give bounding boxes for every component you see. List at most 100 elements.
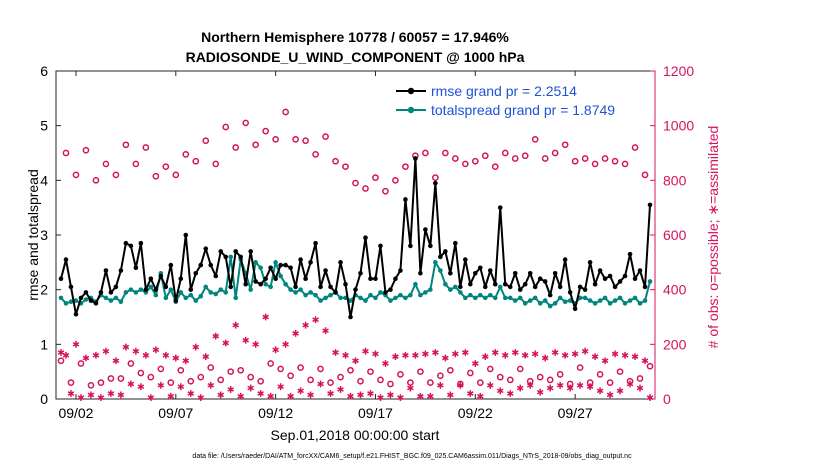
rmse-point [413,156,418,161]
assimilated-marker [611,350,619,358]
assimilated-marker [332,349,339,356]
rmse-point [642,284,648,290]
rmse-point [577,284,583,290]
rmse-point [228,284,234,290]
assimilated-marker [77,394,85,402]
possible-marker [501,149,509,157]
rmse-point [592,281,598,287]
rmse-point [517,287,523,292]
spread-point [418,292,423,298]
rmse-point [587,260,593,265]
y-right-tick-label: 0 [663,391,671,407]
assimilated-marker [536,388,544,396]
rmse-point [567,290,573,295]
spread-point [308,290,313,295]
assimilated-marker [641,357,649,365]
rmse-point [617,279,623,284]
possible-marker [551,149,559,157]
assimilated-marker [541,354,549,362]
spread-point [428,287,433,292]
possible-marker [506,376,514,384]
possible-marker [292,135,299,143]
assimilated-marker [646,394,654,402]
rmse-point [113,284,119,290]
assimilated-marker [302,321,309,329]
spread-point [512,298,518,303]
rmse-point [308,260,313,265]
assimilated-marker [57,349,65,356]
assimilated-marker [142,351,150,359]
rmse-point [123,240,129,246]
possible-marker [72,171,80,179]
spread-point [413,281,418,287]
possible-marker [237,366,245,374]
assimilated-marker [476,392,484,400]
rmse-point [93,301,99,306]
assimilated-marker [212,332,220,340]
spread-point [273,260,278,265]
possible-marker [631,144,639,151]
assimilated-marker [551,349,559,356]
assimilated-marker [417,392,424,400]
spread-point [373,295,378,301]
possible-marker [561,141,569,149]
possible-marker [132,160,140,168]
rmse-point [547,292,553,298]
possible-marker [476,379,484,386]
y-left-tick-label: 3 [40,227,48,243]
possible-marker [392,176,399,184]
spread-point [617,295,623,301]
rmse-point [303,276,308,282]
rmse-point [582,287,588,292]
assimilated-marker [367,390,374,397]
spread-point [507,295,513,301]
assimilated-marker [177,383,185,391]
possible-marker [87,381,95,389]
rmse-point [343,281,348,287]
rmse-point [383,290,388,295]
possible-marker [162,163,170,171]
spread-point [453,284,458,290]
rmse-point [148,276,154,282]
assimilated-marker [506,390,514,397]
assimilated-marker [466,390,474,397]
assimilated-marker [282,340,289,348]
spread-point [293,290,298,295]
spread-point [443,281,448,287]
possible-marker [461,160,469,168]
spread-point [258,265,263,271]
spread-point [73,298,79,303]
assimilated-marker [387,391,394,399]
rmse-point [213,273,219,279]
spread-point [283,281,288,287]
possible-marker [367,368,374,376]
possible-marker [207,364,215,371]
assimilated-marker [357,391,364,399]
spread-point [113,295,119,301]
spread-point [537,301,543,306]
spread-point [118,299,124,304]
spread-point [547,303,553,309]
x-tick-label: 09/02 [58,405,93,421]
assimilated-marker [491,349,499,356]
possible-marker [606,379,614,386]
x-axis-label: Sep.01,2018 00:00:00 start [271,427,440,443]
y-right-tick-label: 800 [663,172,687,188]
possible-marker [466,369,474,377]
rmse-point [562,257,568,262]
y-right-tick-label: 1200 [663,63,694,79]
assimilated-marker [97,394,105,402]
assimilated-marker [137,383,145,391]
assimilated-marker [92,351,100,359]
possible-marker [422,149,429,157]
possible-marker [641,171,649,179]
assimilated-marker [461,349,469,356]
possible-marker [287,372,294,380]
rmse-point [263,276,268,282]
possible-marker [427,379,434,386]
assimilated-marker [262,313,269,321]
y-right-tick-label: 1000 [663,118,694,134]
possible-marker [571,157,579,165]
assimilated-marker [307,391,314,399]
possible-marker [67,379,75,386]
